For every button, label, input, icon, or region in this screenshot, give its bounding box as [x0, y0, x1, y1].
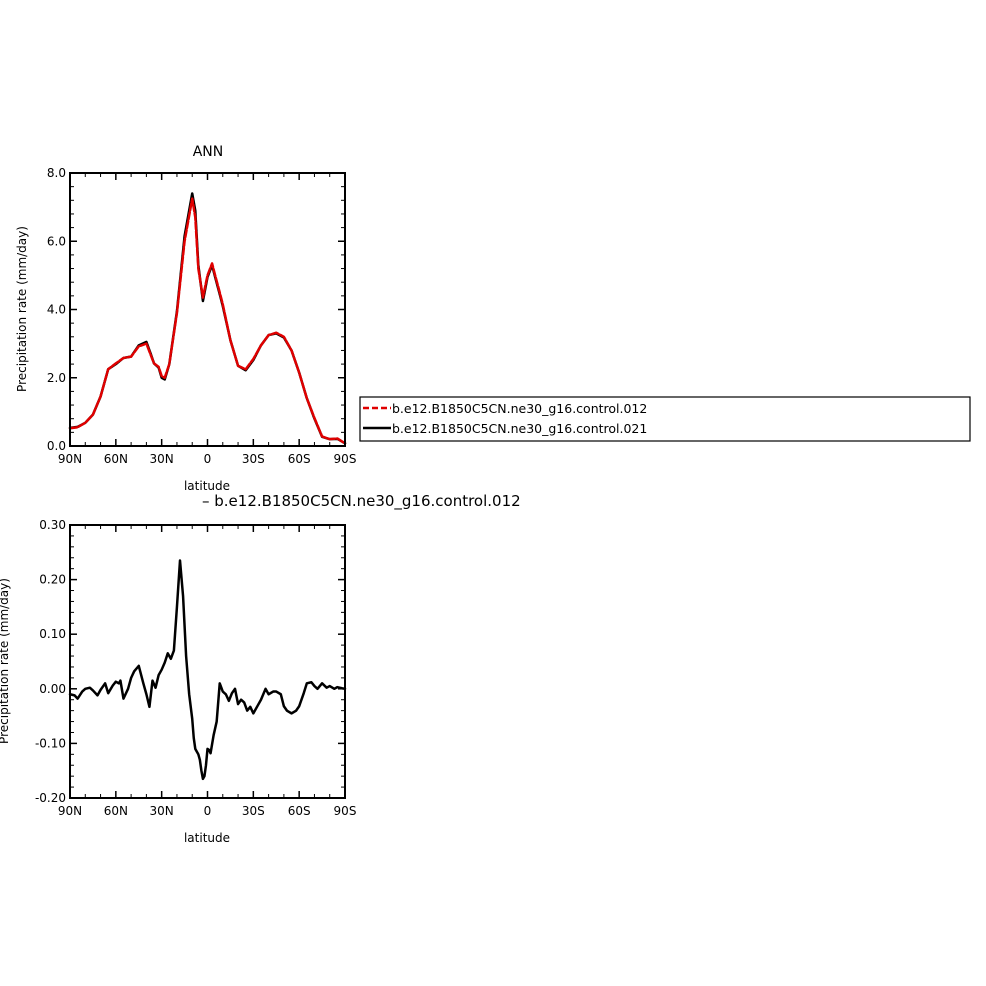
- bottom-y-tick-label: 0.10: [39, 627, 66, 641]
- legend-entry-012: b.e12.B1850C5CN.ne30_g16.control.012: [392, 401, 647, 416]
- bottom-axes: 90N 60N 30N 0 30S 60S 90S -0.20 -0.10 0.00 0.10 0.2…: [35, 518, 357, 818]
- top-x-tick-label: 60N: [104, 452, 128, 466]
- top-y-tick-label: 0.0: [47, 439, 66, 453]
- legend-entry-021: b.e12.B1850C5CN.ne30_g16.control.021: [392, 421, 647, 436]
- bottom-y-tick-label: 0.00: [39, 682, 66, 696]
- bottom-y-tick-label: 0.30: [39, 518, 66, 532]
- top-chart-title: ANN: [193, 144, 224, 160]
- top-x-tick-label: 30N: [150, 452, 174, 466]
- top-x-tick-label: 30S: [242, 452, 265, 466]
- top-x-tick-label: 0: [204, 452, 212, 466]
- top-x-tick-label: 90N: [58, 452, 82, 466]
- top-y-tick-label: 6.0: [47, 234, 66, 248]
- bottom-series: [68, 559, 347, 781]
- bottom-x-tick-label: 60S: [288, 804, 311, 818]
- bottom-y-tick-label: -0.20: [35, 791, 66, 805]
- bottom-x-tick-label: 30S: [242, 804, 265, 818]
- bottom-y-tick-label: 0.20: [39, 573, 66, 587]
- bottom-x-tick-label: 0: [204, 804, 212, 818]
- top-x-axis-label: latitude: [184, 479, 230, 493]
- bottom-x-tick-label: 90N: [58, 804, 82, 818]
- top-y-axis-label: Precipitation rate (mm/day): [15, 226, 29, 392]
- top-panel: ANN 90N 60N 30N 0 30S 60S 90S 0.0 2.0 4.0 6.0 8.0 l…: [15, 144, 356, 493]
- bottom-y-axis-label: Precipitation rate (mm/day): [0, 578, 11, 744]
- top-y-tick-label: 4.0: [47, 303, 66, 317]
- legend: b.e12.B1850C5CN.ne30_g16.control.012 b.e…: [359, 396, 971, 442]
- bottom-series-line-0: [68, 559, 347, 781]
- top-y-tick-label: 2.0: [47, 371, 66, 385]
- bottom-x-axis-label: latitude: [184, 831, 230, 845]
- bottom-x-tick-label: 90S: [334, 804, 357, 818]
- bottom-chart-title: – b.e12.B1850C5CN.ne30_g16.control.012: [202, 492, 521, 511]
- top-x-tick-label: 60S: [288, 452, 311, 466]
- top-x-tick-label: 90S: [334, 452, 357, 466]
- top-y-tick-label: 8.0: [47, 166, 66, 180]
- top-plot-frame: [69, 172, 346, 447]
- bottom-panel: – b.e12.B1850C5CN.ne30_g16.control.012 9…: [0, 492, 521, 845]
- bottom-plot-frame: [69, 524, 346, 799]
- bottom-x-tick-label: 60N: [104, 804, 128, 818]
- top-series-line-0: [68, 197, 347, 445]
- bottom-x-tick-label: 30N: [150, 804, 174, 818]
- top-series: [68, 192, 347, 445]
- bottom-y-tick-label: -0.10: [35, 736, 66, 750]
- top-axes: 90N 60N 30N 0 30S 60S 90S 0.0 2.0 4.0 6.0 8.0: [47, 166, 357, 466]
- legend-box: [359, 396, 971, 442]
- top-series-line-1: [68, 192, 347, 445]
